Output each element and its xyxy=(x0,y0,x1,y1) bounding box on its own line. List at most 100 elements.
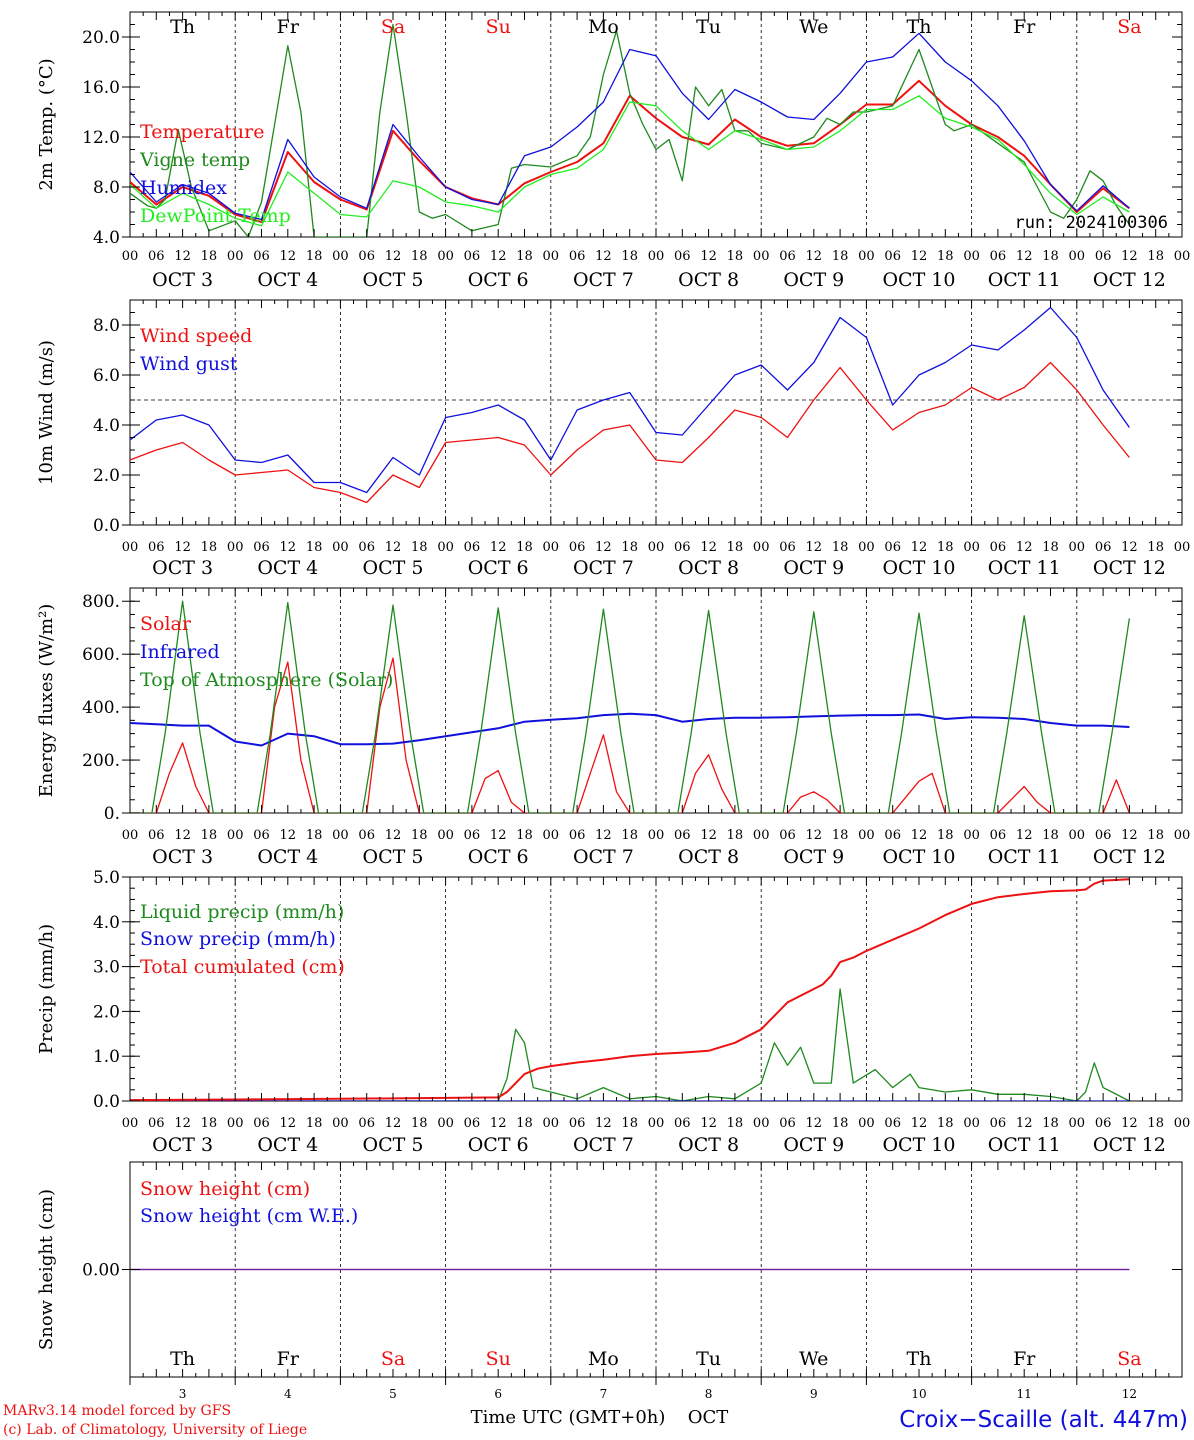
date-label: OCT 8 xyxy=(678,269,739,291)
date-label: OCT 7 xyxy=(573,1134,634,1156)
date-label: OCT 9 xyxy=(783,846,844,868)
station-title: Croix−Scaille (alt. 447m) xyxy=(899,1407,1188,1433)
date-label: OCT 8 xyxy=(678,846,739,868)
weekday-label-bottom: Sa xyxy=(1117,1348,1141,1370)
hour-tick-label: 00 xyxy=(437,540,454,555)
legend-entry-snow-0: Snow height (cm) xyxy=(140,1178,310,1200)
hour-tick-label: 06 xyxy=(884,540,901,555)
hour-tick-label: 12 xyxy=(700,540,717,555)
day-number-label: 4 xyxy=(284,1387,292,1401)
series-wind-1 xyxy=(130,306,1130,494)
date-label: OCT 8 xyxy=(678,557,739,579)
date-label: OCT 5 xyxy=(363,846,424,868)
date-label: OCT 9 xyxy=(783,269,844,291)
hour-tick-label: 12 xyxy=(911,249,928,264)
hour-tick-label: 12 xyxy=(385,249,402,264)
day-number-label: 3 xyxy=(179,1387,187,1401)
hour-tick-label: 00 xyxy=(648,1116,665,1131)
legends: Temperature Vigne temp Humidex DewPoint Tem… xyxy=(139,121,393,1227)
panel-frame-wind xyxy=(129,299,1183,526)
y-axis-label-snow: Snow height (cm) xyxy=(36,1189,57,1350)
hour-tick-label: 06 xyxy=(884,249,901,264)
series-precip-0 xyxy=(130,988,1130,1101)
hour-tick-label: 00 xyxy=(543,828,560,843)
hour-tick-label: 18 xyxy=(832,540,849,555)
date-label: OCT 4 xyxy=(257,557,318,579)
hour-tick-label: 00 xyxy=(858,540,875,555)
hour-tick-label: 18 xyxy=(1042,540,1059,555)
hour-tick-label: 18 xyxy=(937,249,954,264)
hour-tick-label: 06 xyxy=(779,828,796,843)
hour-tick-label: 12 xyxy=(1016,540,1033,555)
hour-tick-label: 18 xyxy=(201,828,218,843)
hour-tick-label: 06 xyxy=(253,249,270,264)
series-wind-0 xyxy=(130,361,1130,504)
hour-tick-label: 00 xyxy=(1069,828,1086,843)
hour-tick-label: 06 xyxy=(358,828,375,843)
hour-tick-label: 18 xyxy=(516,249,533,264)
y-tick-label: 20.0 xyxy=(82,28,120,48)
date-label: OCT 6 xyxy=(468,846,529,868)
hour-tick-label: 00 xyxy=(437,249,454,264)
date-label: OCT 4 xyxy=(257,1134,318,1156)
y-axis-label-temperature: 2m Temp. (°C) xyxy=(36,58,57,190)
series-energy-2 xyxy=(130,600,1131,813)
hour-tick-label: 06 xyxy=(464,249,481,264)
y-tick-label: 2.0 xyxy=(93,466,120,486)
hour-tick-label: 00 xyxy=(753,540,770,555)
series-temperature-2 xyxy=(130,32,1130,221)
series-precip-2 xyxy=(130,878,1130,1101)
legend-entry-energy-1: Infrared xyxy=(140,641,220,663)
y-tick-label: 1.0 xyxy=(93,1047,120,1067)
weekday-label-bottom: Tu xyxy=(696,1348,721,1370)
y-tick-label: 5.0 xyxy=(93,868,120,888)
date-label: OCT 6 xyxy=(468,269,529,291)
date-label: OCT 4 xyxy=(257,269,318,291)
y-tick-label: 0.0 xyxy=(93,516,120,536)
y-tick-label: 4.0 xyxy=(93,416,120,436)
hour-tick-label: 06 xyxy=(464,828,481,843)
date-label: OCT 6 xyxy=(468,1134,529,1156)
hour-tick-label: 12 xyxy=(385,540,402,555)
hour-tick-label: 00 xyxy=(122,249,139,264)
hour-tick-label: 12 xyxy=(1121,540,1138,555)
hour-tick-label: 12 xyxy=(911,828,928,843)
weekday-label-bottom: Su xyxy=(486,1348,511,1370)
date-label: OCT 5 xyxy=(363,269,424,291)
time-axis-label: Time UTC (GMT+0h) xyxy=(471,1407,666,1428)
hour-tick-label: 18 xyxy=(1042,1116,1059,1131)
date-label: OCT 8 xyxy=(678,1134,739,1156)
hour-tick-label: 00 xyxy=(227,828,244,843)
day-number-label: 12 xyxy=(1122,1387,1137,1401)
date-label: OCT 11 xyxy=(988,557,1061,579)
hour-tick-label: 12 xyxy=(490,540,507,555)
day-labels: 00 06 12 18 OCT 3 00 06 12 18 OCT 4 00 06 12 18 OCT 5 0… xyxy=(122,16,1191,1401)
legend-entry-precip-1: Snow precip (mm/h) xyxy=(140,928,336,950)
date-label: OCT 12 xyxy=(1093,557,1166,579)
hour-tick-label: 12 xyxy=(595,1116,612,1131)
hour-tick-label: 12 xyxy=(595,249,612,264)
hour-tick-label: 06 xyxy=(990,540,1007,555)
hour-tick-label: 18 xyxy=(621,249,638,264)
hour-tick-label: 00 xyxy=(963,828,980,843)
hour-tick-label: 00 xyxy=(332,1116,349,1131)
hour-tick-label: 18 xyxy=(1147,828,1164,843)
hour-tick-label: 12 xyxy=(385,1116,402,1131)
hour-tick-label: 00 xyxy=(1174,249,1191,264)
hour-tick-label: 12 xyxy=(700,828,717,843)
weekday-label-top: Sa xyxy=(381,16,405,38)
date-label: OCT 10 xyxy=(882,557,955,579)
hour-tick-label: 18 xyxy=(727,828,744,843)
hour-tick-label: 18 xyxy=(201,249,218,264)
hour-tick-label: 06 xyxy=(464,540,481,555)
hour-tick-label: 18 xyxy=(1042,828,1059,843)
hour-tick-label: 18 xyxy=(1147,1116,1164,1131)
legend-entry-energy-2: Top of Atmosphere (Solar) xyxy=(140,669,393,691)
hour-tick-label: 18 xyxy=(727,540,744,555)
hour-tick-label: 00 xyxy=(753,1116,770,1131)
run-label: run: 2024100306 xyxy=(1014,213,1168,233)
weekday-label-top: Fr xyxy=(1013,16,1036,38)
weekday-label-bottom: Fr xyxy=(1013,1348,1036,1370)
hour-tick-label: 18 xyxy=(306,828,323,843)
hour-tick-label: 12 xyxy=(490,828,507,843)
